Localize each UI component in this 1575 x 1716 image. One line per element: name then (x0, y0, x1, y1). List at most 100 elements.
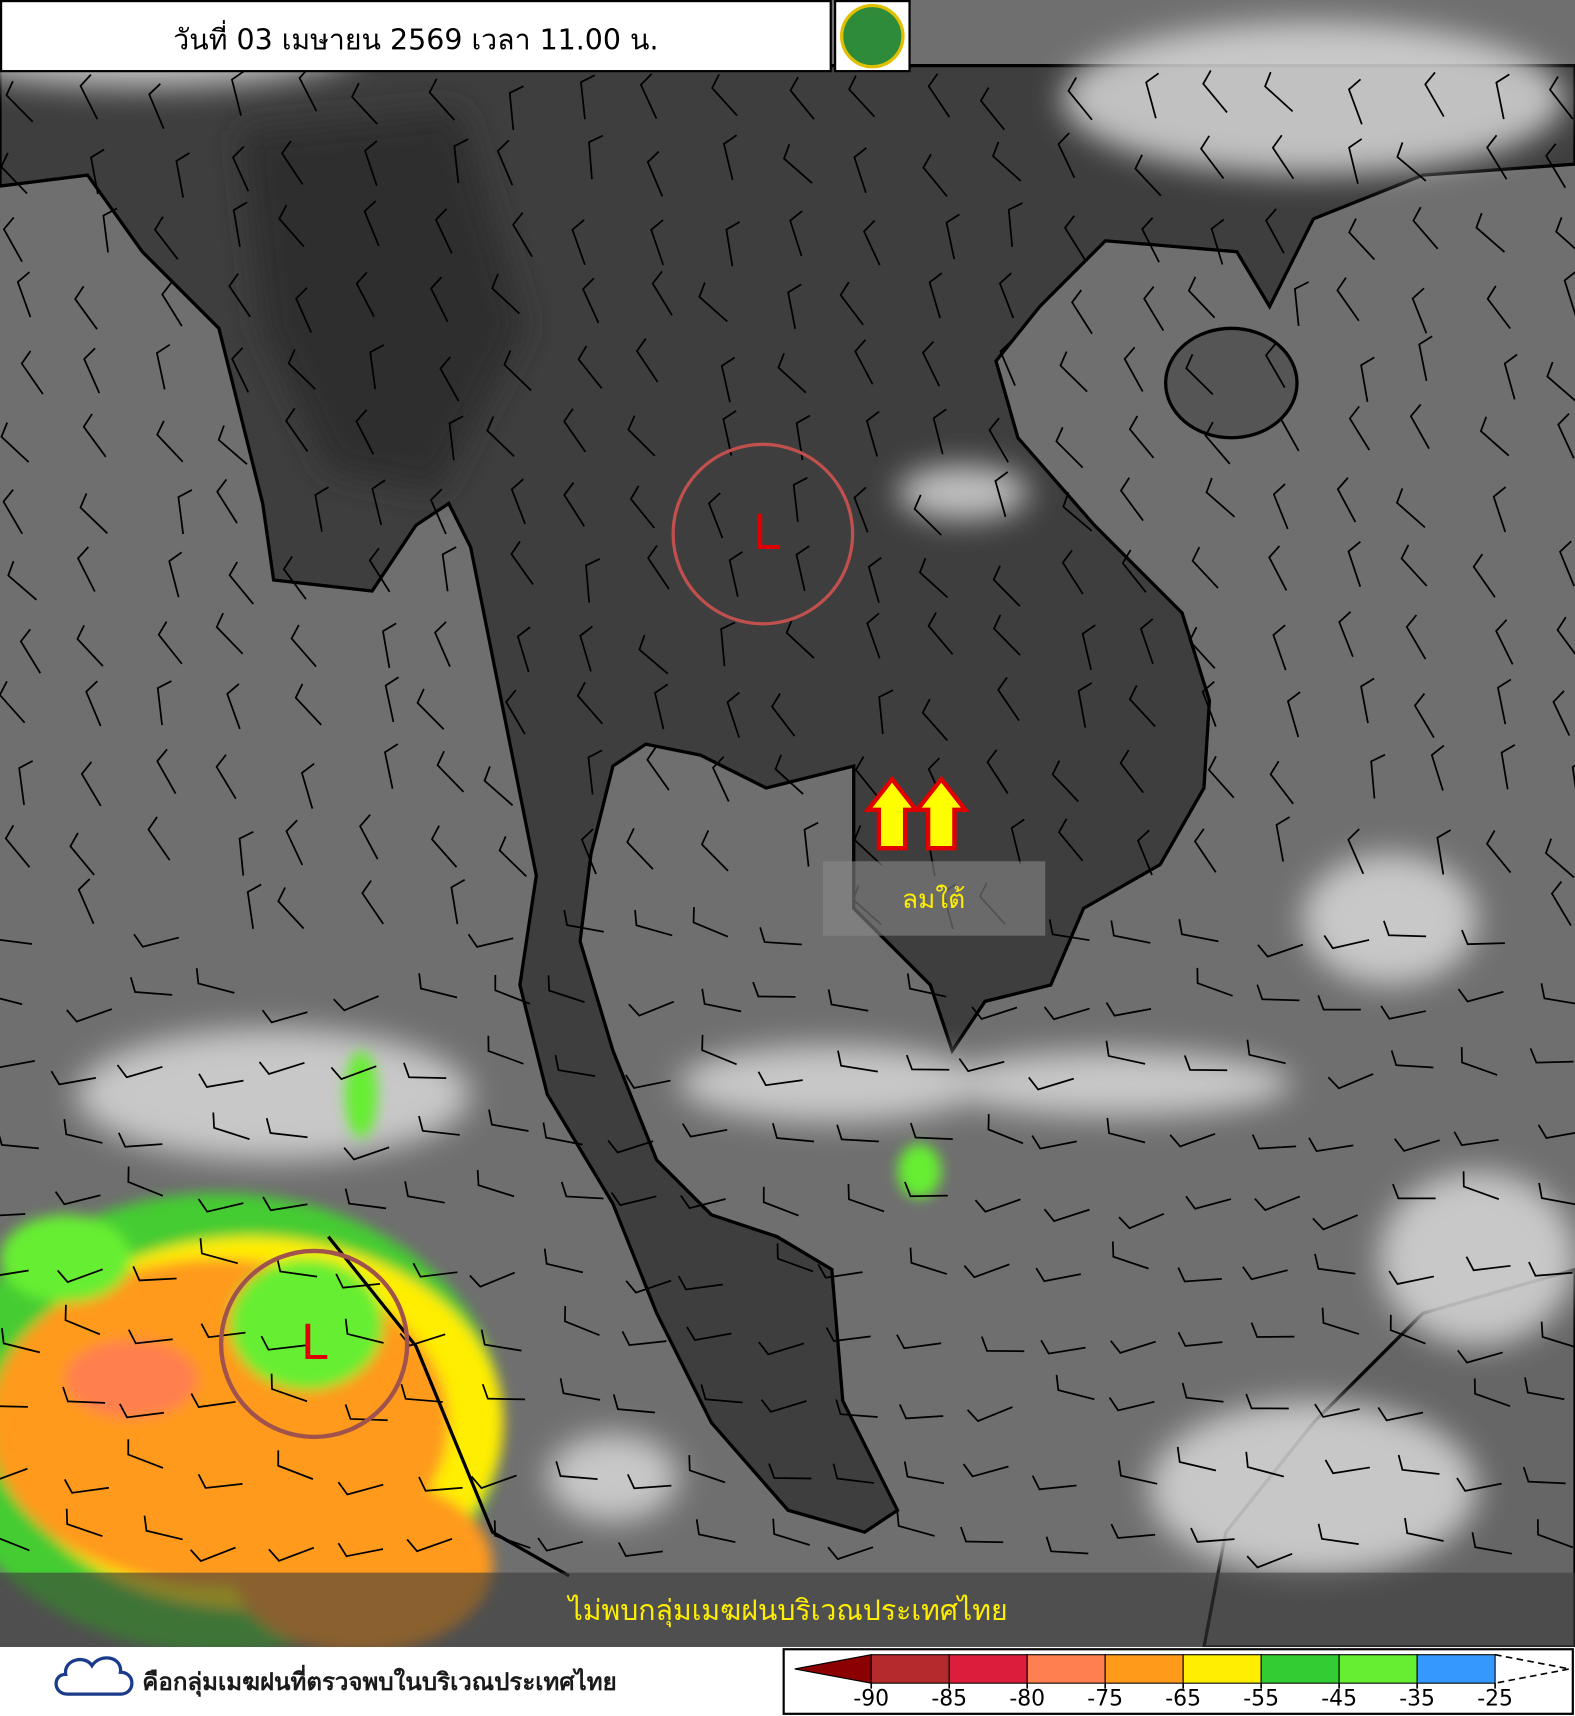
wind-barb (958, 1058, 1005, 1073)
wind-barb (276, 1256, 318, 1278)
wind-barb (854, 756, 880, 800)
wind-barb (720, 621, 736, 667)
wind-barb (1336, 277, 1360, 322)
wind-barb (1271, 134, 1295, 180)
wind-barb (1055, 427, 1084, 469)
wind-barb (429, 488, 447, 535)
wind-barb (369, 344, 385, 390)
wind-barb (762, 1186, 799, 1217)
wind-barb (1105, 1002, 1152, 1017)
wind-barb (1051, 760, 1079, 803)
wind-barb (1272, 624, 1287, 671)
wind-barb (343, 1146, 390, 1161)
wind-barb (1536, 1519, 1574, 1549)
wind-barb (1456, 1477, 1502, 1492)
wind-barb (1071, 289, 1093, 335)
wind-barb (1141, 217, 1160, 263)
wind-barb (700, 830, 729, 872)
wind-barb (617, 1542, 663, 1557)
wind-barb (1392, 1183, 1436, 1200)
wind-barb (837, 1050, 878, 1073)
low-label: L (301, 1315, 328, 1371)
wind-barb (1143, 286, 1165, 332)
wind-barb (368, 547, 391, 593)
wind-barb (382, 622, 397, 669)
wind-barb (571, 219, 586, 266)
wind-barb (436, 750, 465, 793)
wind-barb (792, 477, 808, 522)
wind-barb (63, 1118, 103, 1144)
wind-barb (1040, 1339, 1086, 1355)
wind-barb (277, 887, 305, 930)
wind-barb (854, 339, 874, 385)
wind-barb (190, 1393, 236, 1408)
wind-barb (418, 1476, 463, 1492)
wind-barb (1059, 351, 1088, 393)
colorbar-tick-label: -25 (1477, 1687, 1513, 1712)
colorbar-box (870, 1654, 950, 1684)
wind-barb (384, 676, 399, 723)
wind-barb (282, 555, 307, 600)
wind-barb (1106, 1117, 1146, 1144)
wind-barb (1317, 1523, 1359, 1545)
wind-barb (999, 340, 1016, 386)
wind-barb (853, 147, 867, 194)
legend-cloud-label: คือกลุ่มเมฆฝนที่ตรวจพบในบริเวณประเทศไทย (142, 1664, 616, 1698)
wind-barb (246, 883, 262, 929)
colorbar-tick-label: -80 (1009, 1687, 1045, 1712)
wind-barb (625, 1074, 671, 1089)
wind-barb (337, 1481, 384, 1496)
wind-barb (1405, 614, 1427, 660)
wind-barb (607, 1139, 654, 1154)
wind-barb (711, 73, 738, 117)
wind-barb (0, 1537, 30, 1552)
wind-barb (294, 683, 322, 726)
wind-barb (1418, 335, 1433, 382)
wind-barb (0, 422, 30, 463)
wind-barb (903, 1461, 945, 1485)
wind-barb (537, 1537, 584, 1552)
wind-barb (469, 1271, 516, 1288)
wind-barb (215, 754, 237, 800)
wind-barb (783, 143, 813, 184)
wind-barb (1043, 1208, 1090, 1223)
wind-barb (612, 1394, 656, 1414)
wind-barb (1544, 838, 1575, 879)
wind-barb (198, 1073, 244, 1088)
wind-barb (54, 1191, 101, 1206)
colorbar-tick-label: -90 (853, 1687, 889, 1712)
wind-barb (971, 1006, 1018, 1020)
wind-barb (554, 1054, 596, 1078)
wind-barb (69, 832, 95, 876)
wind-barb (760, 1399, 807, 1413)
wind-barb (1336, 477, 1357, 523)
wind-barb (688, 1455, 726, 1484)
wind-barb (215, 612, 244, 655)
wind-barb (1528, 1261, 1573, 1277)
colorbar-tick-label: -65 (1165, 1687, 1201, 1712)
wind-barb (555, 1461, 598, 1480)
north-land (240, 109, 526, 493)
wind-barb (991, 141, 1022, 182)
colorbar-box (1338, 1654, 1418, 1684)
wind-barb (0, 1467, 28, 1480)
wind-barb (480, 1329, 522, 1352)
wind-barb (626, 828, 654, 870)
wind-barb (2, 489, 24, 535)
wind-barb (1062, 492, 1093, 532)
wind-barb (127, 1166, 164, 1197)
wind-barb (1347, 78, 1363, 125)
wind-barb (1081, 624, 1096, 671)
wind-barb (692, 907, 729, 938)
wind-barb (909, 1247, 948, 1275)
wind-barb (0, 1405, 28, 1408)
wind-barb (848, 75, 876, 118)
wind-barb (1545, 143, 1567, 189)
wind-barb (400, 1383, 443, 1403)
wind-barb (200, 1323, 246, 1339)
wind-barb (560, 1181, 604, 1200)
wind-barb (542, 1122, 583, 1146)
wind-barb (1105, 1040, 1146, 1065)
wind-barb (787, 283, 802, 330)
wind-barb (827, 989, 869, 1012)
